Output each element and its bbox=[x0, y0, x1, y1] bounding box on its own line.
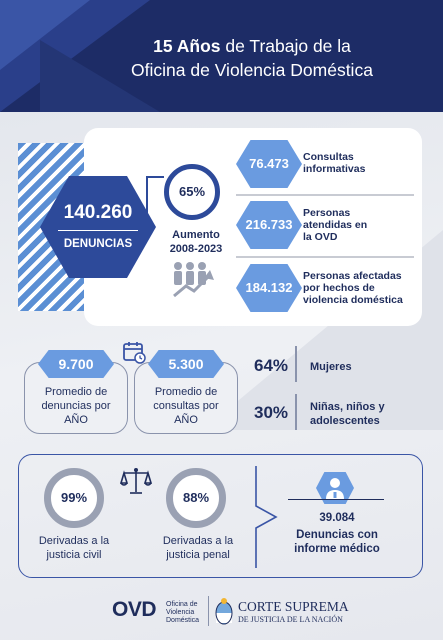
ovd-logo-subtitle: Oficina de Violencia Doméstica bbox=[166, 601, 199, 625]
denuncias-label: DENUNCIAS bbox=[63, 238, 133, 250]
informe-line: informe médico bbox=[294, 543, 380, 555]
derivaciones-panel bbox=[18, 454, 423, 578]
civil-line: justicia civil bbox=[46, 549, 102, 561]
calendar-icon bbox=[123, 342, 146, 364]
promedio-line: AÑO bbox=[64, 414, 88, 426]
mujeres-percent: 64% bbox=[254, 356, 289, 375]
connector-bracket bbox=[146, 176, 164, 226]
promedio-line: consultas por bbox=[153, 400, 219, 412]
scale-icon bbox=[120, 468, 152, 494]
consultas-label: Consultas informativas bbox=[303, 151, 413, 175]
ovd-sub-line: Oficina de bbox=[166, 601, 198, 608]
page-title: 15 Años de Trabajo de la Oficina de Viol… bbox=[107, 34, 397, 82]
penal-line: justicia penal bbox=[166, 549, 230, 561]
ovd-logo: OVD bbox=[112, 598, 157, 621]
promedio-consultas-value: 5.300 bbox=[148, 350, 224, 378]
aumento-circle: 65% bbox=[164, 164, 220, 220]
divider bbox=[295, 346, 297, 382]
title-bold: 15 Años bbox=[153, 36, 221, 56]
aumento-line1: Aumento bbox=[172, 229, 220, 241]
afectadas-label: Personas afectadas por hechos de violenc… bbox=[303, 270, 413, 306]
separator bbox=[236, 256, 414, 258]
atendidas-hexagon: 216.733 bbox=[236, 201, 302, 249]
argentina-seal-icon bbox=[215, 598, 233, 625]
aumento-line2: 2008-2023 bbox=[169, 243, 223, 255]
promedio-line: Promedio de bbox=[154, 386, 218, 398]
people-growth-icon bbox=[173, 262, 214, 298]
promedio-line: AÑO bbox=[174, 414, 198, 426]
ninos-line: Niñas, niños y bbox=[310, 401, 385, 413]
ninos-line: adolescentes bbox=[310, 415, 380, 427]
promedio-consultas-label: Promedio de consultas por AÑO bbox=[135, 385, 237, 427]
chevron-right-icon bbox=[255, 466, 278, 568]
doctor-icon bbox=[316, 472, 354, 504]
separator bbox=[236, 194, 414, 196]
civil-ring: 99% bbox=[44, 468, 104, 528]
informe-label: Denuncias con informe médico bbox=[282, 528, 392, 556]
stat-label-line: por hechos de bbox=[303, 282, 375, 294]
header-banner: 15 Años de Trabajo de la Oficina de Viol… bbox=[0, 0, 443, 112]
stat-label-line: Consultas bbox=[303, 151, 354, 163]
informe-value: 39.084 bbox=[319, 512, 355, 524]
promedio-denuncias-label: Promedio de denuncias por AÑO bbox=[25, 385, 127, 427]
divider bbox=[295, 394, 297, 430]
ninos-label: Niñas, niños y adolescentes bbox=[310, 400, 385, 428]
stat-label-line: la OVD bbox=[303, 231, 338, 243]
civil-label: Derivadas a la justicia civil bbox=[22, 534, 126, 562]
informe-underline bbox=[288, 499, 384, 500]
stat-label-line: informativas bbox=[303, 163, 366, 175]
penal-label: Derivadas a la justicia penal bbox=[146, 534, 250, 562]
stat-label-line: violencia doméstica bbox=[303, 294, 403, 306]
civil-line: Derivadas a la bbox=[38, 535, 110, 547]
promedio-line: Promedio de bbox=[44, 386, 108, 398]
penal-ring: 88% bbox=[166, 468, 226, 528]
ninos-percent: 30% bbox=[254, 403, 289, 422]
corte-suprema-title: CORTE SUPREMA bbox=[238, 599, 349, 614]
afectadas-hexagon: 184.132 bbox=[236, 264, 302, 312]
penal-line: Derivadas a la bbox=[162, 535, 234, 547]
promedio-consultas-card: Promedio de consultas por AÑO bbox=[134, 362, 238, 434]
aumento-label: Aumento 2008-2023 bbox=[160, 228, 232, 256]
ovd-sub-line: Violencia bbox=[166, 609, 195, 616]
stat-label-line: Personas afectadas bbox=[303, 270, 402, 282]
promedio-denuncias-value: 9.700 bbox=[38, 350, 114, 378]
stat-label-line: atendidas en bbox=[303, 219, 368, 231]
ovd-sub-line: Doméstica bbox=[166, 617, 200, 624]
atendidas-label: Personas atendidas en la OVD bbox=[303, 207, 413, 243]
stat-label-line: Personas bbox=[303, 207, 351, 219]
mujeres-label: Mujeres bbox=[310, 361, 352, 373]
corte-suprema-subtitle: DE JUSTICIA DE LA NACIÓN bbox=[238, 615, 343, 624]
footer-divider bbox=[208, 596, 209, 626]
denuncias-value: 140.260 bbox=[63, 202, 133, 223]
promedio-line: denuncias por bbox=[41, 400, 111, 412]
consultas-hexagon: 76.473 bbox=[236, 140, 302, 188]
informe-line: Denuncias con bbox=[296, 529, 378, 541]
title-line2: Oficina de Violencia Doméstica bbox=[131, 60, 373, 80]
title-rest: de Trabajo de la bbox=[220, 36, 351, 56]
